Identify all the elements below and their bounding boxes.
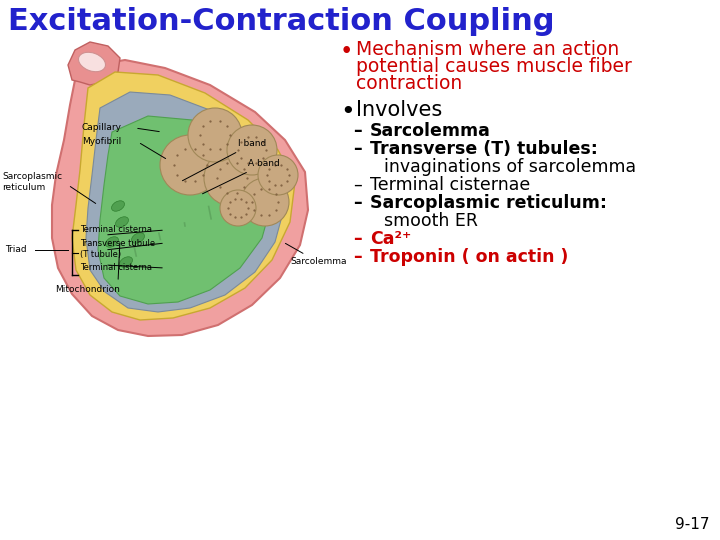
Text: –: –	[354, 230, 369, 248]
Text: Terminal cisterna: Terminal cisterna	[80, 226, 152, 234]
Text: –: –	[354, 248, 369, 266]
Polygon shape	[68, 42, 120, 85]
Circle shape	[160, 135, 220, 195]
Ellipse shape	[112, 201, 125, 211]
Text: Triad: Triad	[5, 246, 27, 254]
Text: invaginations of sarcolemma: invaginations of sarcolemma	[384, 158, 636, 176]
Text: Mitochondrion: Mitochondrion	[55, 286, 120, 294]
Text: •: •	[340, 40, 354, 63]
Text: I band: I band	[182, 139, 266, 181]
Text: •: •	[340, 100, 355, 124]
Text: Terminal cisterna: Terminal cisterna	[80, 264, 152, 273]
Text: (T tubule): (T tubule)	[80, 251, 121, 260]
Text: Sarcolemma: Sarcolemma	[370, 122, 491, 140]
Text: Transverse tubule: Transverse tubule	[80, 239, 155, 247]
Text: –: –	[354, 176, 368, 194]
Ellipse shape	[115, 217, 128, 227]
Text: Myofibril: Myofibril	[82, 138, 121, 146]
Text: Troponin ( on actin ): Troponin ( on actin )	[370, 248, 568, 266]
Text: Transverse (T) tubules:: Transverse (T) tubules:	[370, 140, 598, 158]
Text: A band: A band	[202, 159, 280, 194]
Text: –: –	[354, 122, 369, 140]
Text: Excitation-Contraction Coupling: Excitation-Contraction Coupling	[8, 7, 554, 36]
Circle shape	[188, 108, 242, 162]
Text: –: –	[354, 194, 369, 212]
Text: Capillary: Capillary	[82, 124, 122, 132]
Text: Sarcoplasmic
reticulum: Sarcoplasmic reticulum	[2, 172, 62, 192]
Text: Terminal cisternae: Terminal cisternae	[370, 176, 530, 194]
Circle shape	[258, 155, 298, 195]
Text: Ca²⁺: Ca²⁺	[370, 230, 411, 248]
Polygon shape	[72, 72, 295, 320]
Text: Sarcoplasmic reticulum:: Sarcoplasmic reticulum:	[370, 194, 607, 212]
Circle shape	[227, 125, 277, 175]
Ellipse shape	[106, 237, 119, 247]
Polygon shape	[98, 116, 272, 304]
Text: 9-17: 9-17	[675, 517, 710, 532]
Circle shape	[220, 190, 256, 226]
Text: Mechanism where an action: Mechanism where an action	[356, 40, 619, 59]
Polygon shape	[86, 92, 285, 312]
Text: –: –	[354, 140, 369, 158]
Text: potential causes muscle fiber: potential causes muscle fiber	[356, 57, 632, 76]
Ellipse shape	[132, 233, 145, 243]
Text: Involves: Involves	[356, 100, 442, 120]
Text: smooth ER: smooth ER	[384, 212, 478, 230]
Ellipse shape	[120, 256, 132, 267]
Text: contraction: contraction	[356, 74, 462, 93]
Ellipse shape	[78, 52, 106, 72]
Circle shape	[241, 178, 289, 226]
Circle shape	[204, 150, 260, 206]
Polygon shape	[52, 60, 308, 336]
Text: Sarcolemma: Sarcolemma	[285, 244, 346, 267]
